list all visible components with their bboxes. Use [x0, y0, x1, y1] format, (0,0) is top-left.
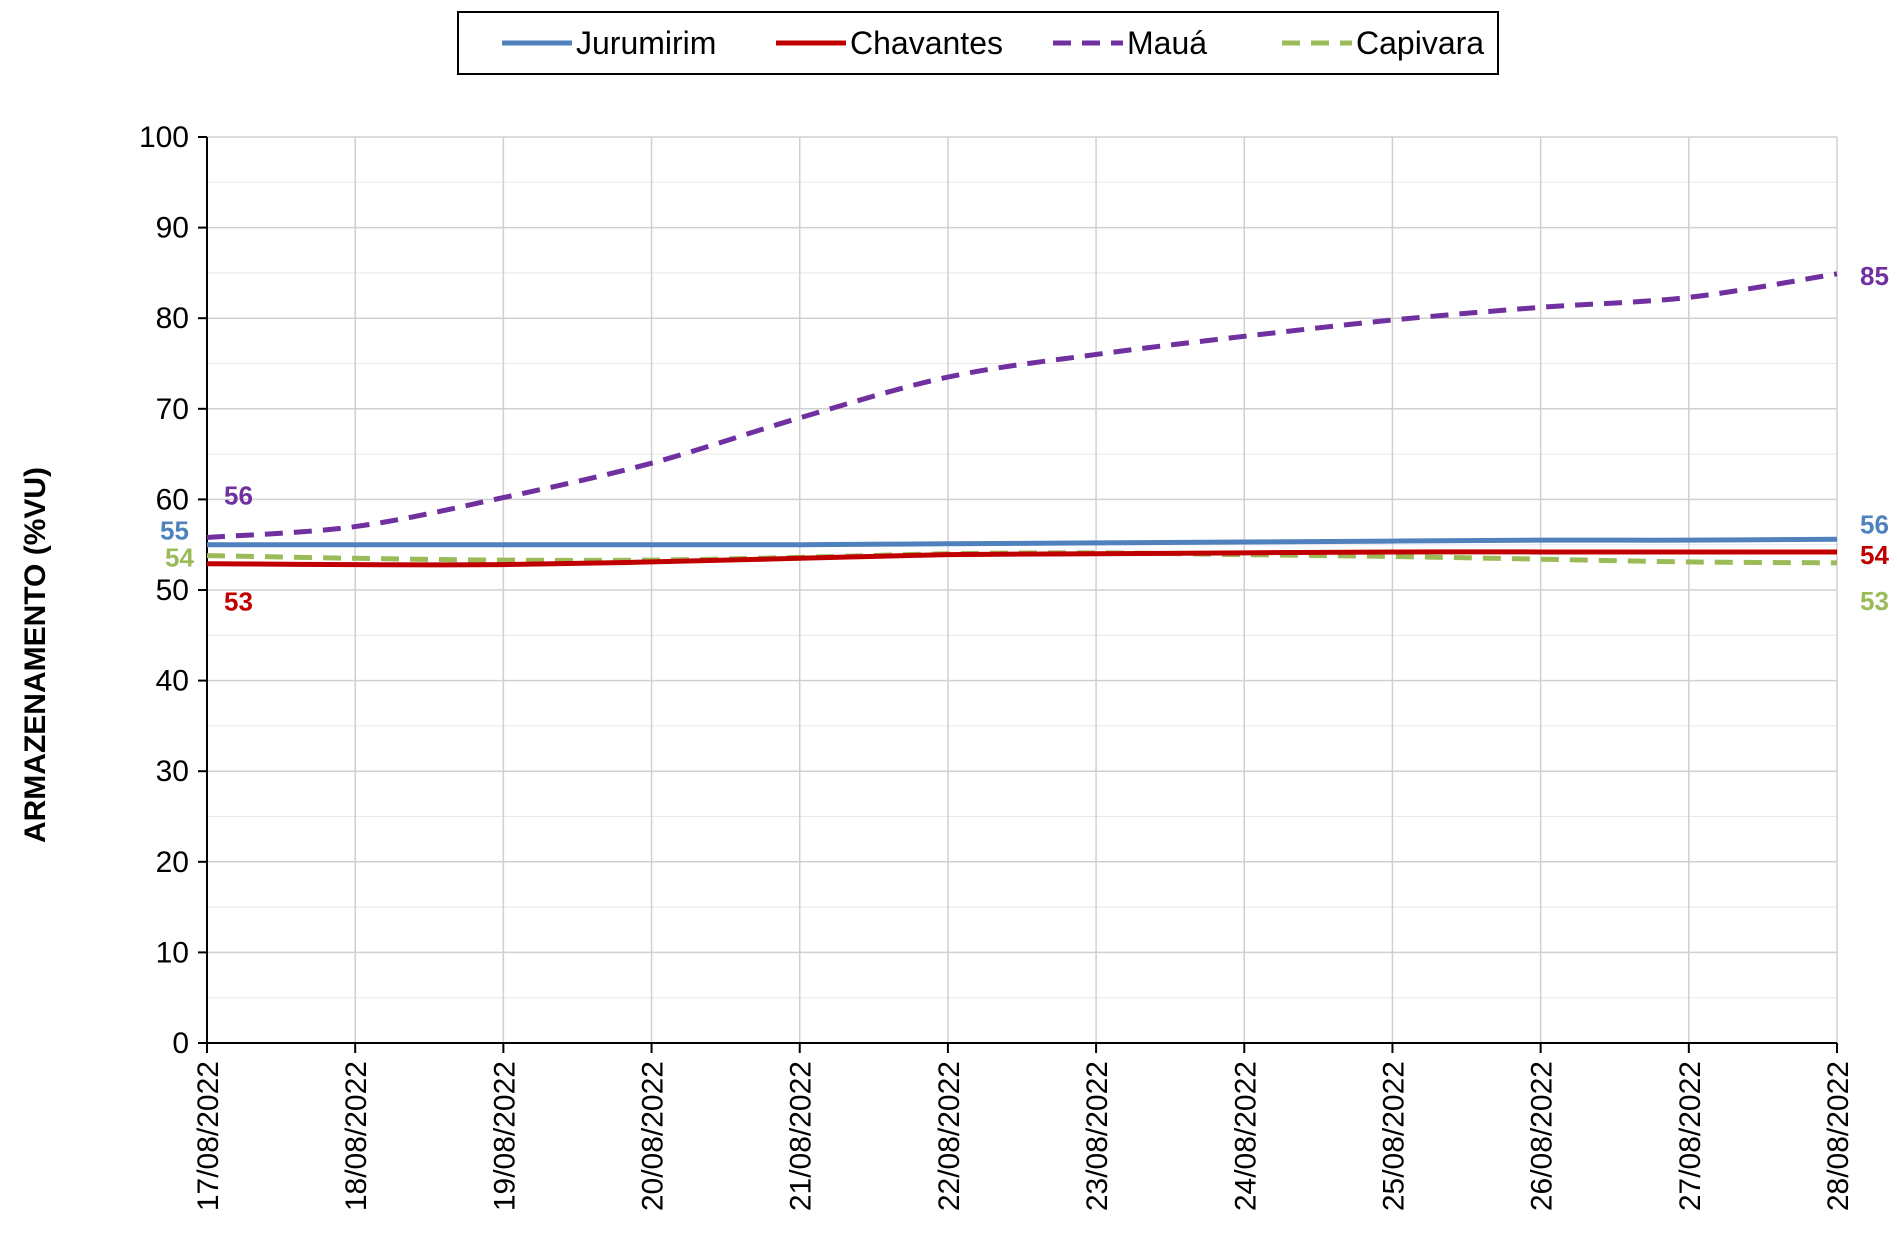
y-tick-label: 40 — [156, 665, 189, 698]
y-tick-label: 100 — [139, 121, 189, 154]
y-tick-label: 60 — [156, 483, 189, 516]
axes: 0 10 20 30 40 50 60 70 80 90 100 17/08/2022 18/08/20… — [139, 121, 1855, 1211]
y-tick-label: 0 — [172, 1027, 189, 1060]
y-tick-label: 80 — [156, 302, 189, 335]
series-line-jurumirim — [206, 536, 1838, 548]
legend-label: Chavantes — [850, 25, 1003, 61]
y-tick-label: 30 — [156, 755, 189, 788]
start-value-label: 53 — [224, 587, 253, 617]
y-tick-label: 90 — [156, 212, 189, 245]
legend-label: Mauá — [1127, 25, 1207, 61]
x-tick-label: 17/08/2022 — [192, 1061, 225, 1211]
start-value-label: 55 — [160, 516, 189, 546]
start-value-label: 56 — [224, 480, 253, 510]
x-tick-label: 25/08/2022 — [1377, 1061, 1410, 1211]
y-axis-title: ARMAZENAMENTO (%VU) — [19, 467, 52, 843]
y-tick-label: 50 — [156, 574, 189, 607]
x-tick-label: 20/08/2022 — [637, 1061, 670, 1211]
end-value-label: 85 — [1860, 261, 1889, 291]
x-tick-label: 26/08/2022 — [1526, 1061, 1559, 1211]
end-value-label: 54 — [1860, 540, 1889, 570]
end-value-label: 53 — [1860, 586, 1889, 616]
legend-label: Capivara — [1356, 25, 1484, 61]
series-line-chavantes — [206, 549, 1837, 568]
grid — [207, 136, 1838, 1043]
series-lines — [206, 271, 1838, 568]
x-tick-label: 24/08/2022 — [1229, 1061, 1262, 1211]
y-tick-label: 20 — [156, 846, 189, 879]
x-tick-label: 28/08/2022 — [1822, 1061, 1855, 1211]
legend-label: Jurumirim — [576, 25, 716, 61]
start-value-label: 54 — [165, 543, 194, 573]
y-tick-label: 10 — [156, 936, 189, 969]
x-tick-label: 23/08/2022 — [1081, 1061, 1114, 1211]
x-tick-label: 19/08/2022 — [488, 1061, 521, 1211]
legend: Jurumirim Chavantes Mauá Capivara — [457, 11, 1499, 75]
x-tick-label: 27/08/2022 — [1674, 1061, 1707, 1211]
x-tick-label: 21/08/2022 — [785, 1061, 818, 1211]
x-tick-label: 18/08/2022 — [340, 1061, 373, 1211]
series-line-mau — [206, 271, 1838, 540]
y-tick-label: 70 — [156, 393, 189, 426]
x-tick-label: 22/08/2022 — [933, 1061, 966, 1211]
end-value-label: 56 — [1860, 509, 1889, 539]
